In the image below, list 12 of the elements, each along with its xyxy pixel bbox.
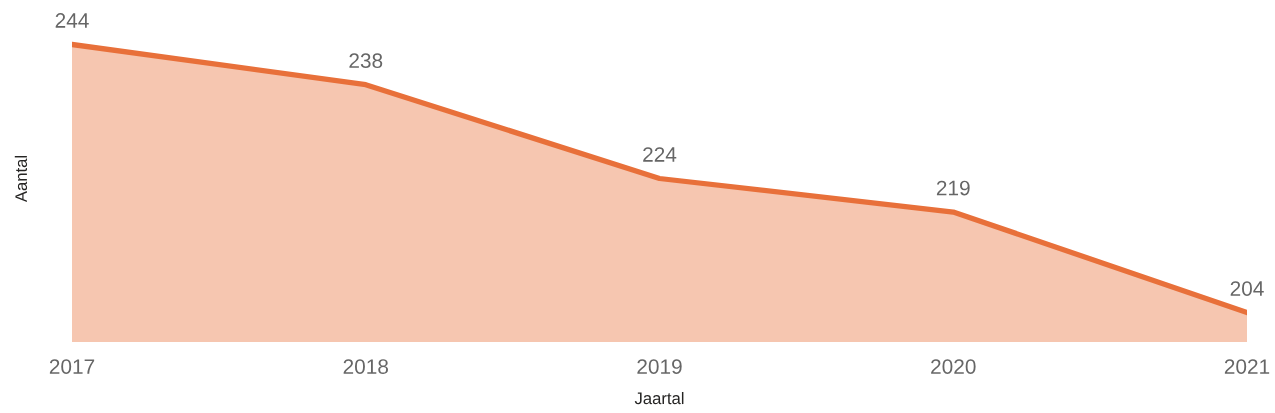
x-tick-label: 2020 [931, 359, 976, 374]
y-axis-title: Aantal [14, 155, 28, 203]
x-axis-title: Jaartal [634, 391, 684, 405]
x-tick-label: 2018 [343, 359, 389, 374]
x-tick-label: 2017 [49, 359, 95, 374]
data-label: 224 [643, 147, 677, 162]
data-label: 204 [1230, 281, 1264, 296]
x-tick-label: 2019 [637, 359, 682, 374]
data-label: 219 [936, 180, 970, 196]
x-tick-label: 2021 [1224, 359, 1270, 374]
data-label: 244 [55, 13, 89, 28]
data-label: 238 [349, 53, 383, 69]
